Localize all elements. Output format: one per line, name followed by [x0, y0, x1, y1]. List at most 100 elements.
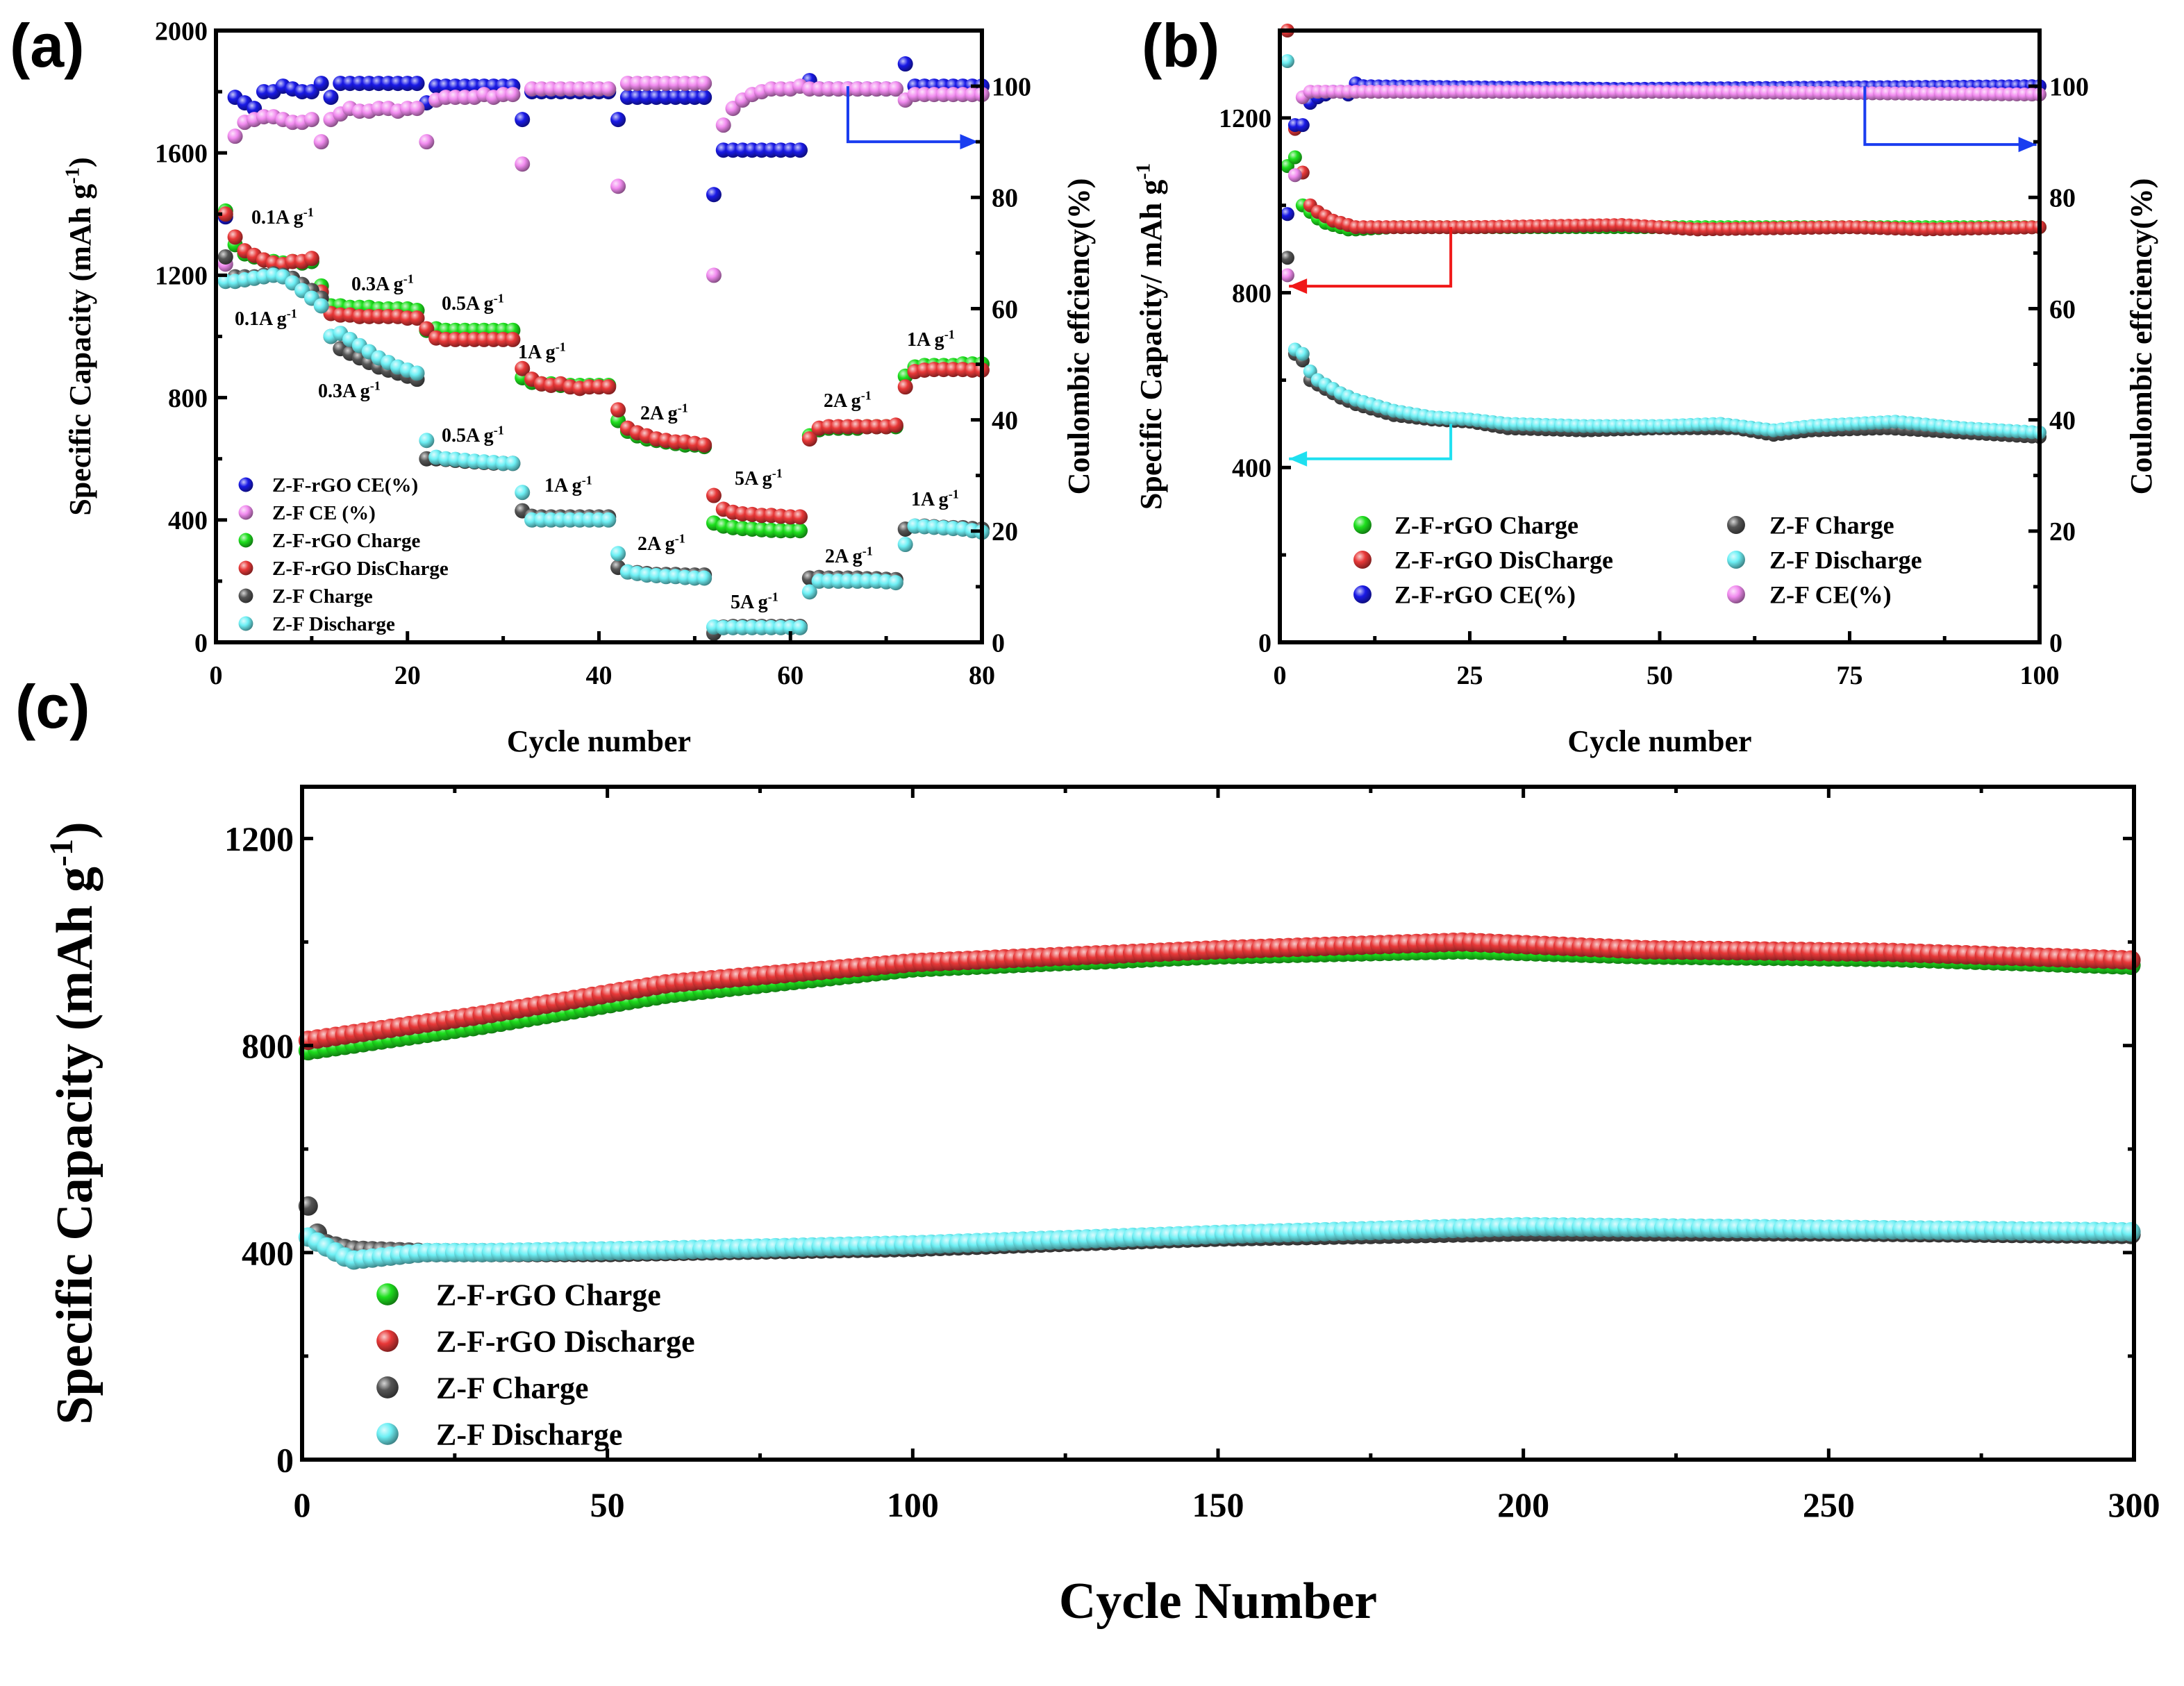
data-point: [303, 112, 319, 128]
y-axis-title: Specific Capacity (mAh g-1): [43, 821, 103, 1424]
y-tick-label: 0: [1258, 628, 1272, 658]
y-tick-label: 1200: [224, 819, 294, 858]
data-point: [601, 81, 617, 97]
y2-tick-label: 60: [992, 295, 1018, 324]
data-point: [897, 56, 913, 72]
data-point: [715, 117, 731, 133]
legend: Z-F-rGO CE(%) Z-F CE (%) Z-F-rGO Charge Z-F…: [238, 474, 449, 635]
rate-annotation: 0.3A g-1: [318, 378, 381, 402]
y-axis-title: Specific Capacity (mAh g-1): [62, 157, 97, 515]
legend-label: Z-F Discharge: [436, 1417, 622, 1451]
legend-item: Z-F CE (%): [238, 502, 376, 524]
data-point: [706, 487, 722, 503]
legend-marker-icon: [1353, 585, 1372, 603]
data-point: [505, 331, 521, 347]
x-tick-label: 0: [1274, 661, 1287, 690]
legend-marker-icon: [1727, 551, 1745, 569]
rate-annotation: 0.3A g-1: [351, 272, 414, 295]
series-z-f-discharge: [298, 1217, 2141, 1270]
legend-item: Z-F Charge: [1727, 512, 1894, 540]
legend: Z-F-rGO Charge Z-F-rGO Discharge Z-F Charg…: [376, 1278, 695, 1451]
x-tick-label: 0: [294, 1485, 311, 1524]
y-tick-label: 1200: [1219, 104, 1272, 133]
data-point: [2121, 1221, 2141, 1242]
y-tick-label: 1200: [155, 262, 208, 291]
series-z-f-discharge: [1280, 54, 2047, 440]
axis-arrow: [1289, 424, 1453, 460]
legend-label: Z-F-rGO DisCharge: [272, 558, 449, 580]
data-point: [697, 437, 712, 453]
y-axis-title: Specific Capacity/ mAh g-1: [1133, 163, 1168, 510]
legend-label: Z-F-rGO CE(%): [272, 474, 418, 496]
y2-tick-label: 80: [2049, 184, 2076, 213]
y-tick-label: 1600: [155, 140, 208, 169]
y-tick-label: 400: [242, 1233, 294, 1272]
y2-tick-label: 100: [2049, 72, 2089, 101]
legend-item: Z-F-rGO CE(%): [238, 474, 418, 496]
legend-item: Z-F Charge: [376, 1371, 589, 1405]
data-point: [887, 417, 903, 433]
legend-marker-icon: [376, 1376, 399, 1399]
data-point: [419, 321, 435, 337]
y2-tick-label: 60: [2049, 295, 2076, 324]
y2-tick-label: 20: [992, 517, 1018, 546]
legend-marker-icon: [238, 560, 253, 576]
x-tick-label: 300: [2108, 1485, 2160, 1524]
x-tick-label: 200: [1497, 1485, 1549, 1524]
data-point: [897, 537, 913, 553]
legend-label: Z-F-rGO CE(%): [1394, 581, 1576, 609]
axis-arrow: [846, 86, 978, 144]
rate-annotation: 0.1A g-1: [251, 205, 314, 228]
y2-tick-label: 40: [992, 406, 1018, 435]
chart-panel-b: 0 25 50 75 100 0 400 800 1200 0 20 40 60 80 100 Cycle n…: [1133, 24, 2158, 758]
y-tick-label: 400: [1232, 454, 1272, 483]
legend-label: Z-F CE (%): [272, 502, 376, 524]
rate-annotation: 0.5A g-1: [442, 291, 504, 315]
rate-annotation: 2A g-1: [824, 388, 872, 412]
y-tick-label: 0: [194, 628, 208, 658]
y-tick-label: 0: [276, 1441, 294, 1480]
x-tick-label: 150: [1192, 1485, 1244, 1524]
x-tick-label: 50: [1647, 661, 1673, 690]
data-point: [217, 249, 233, 265]
data-point: [419, 433, 435, 449]
legend-label: Z-F-rGO Charge: [436, 1278, 661, 1312]
y2-tick-label: 0: [2049, 628, 2062, 658]
legend-item: Z-F-rGO Charge: [238, 530, 421, 552]
legend-marker-icon: [1727, 585, 1745, 603]
data-point: [1280, 251, 1294, 265]
arrow-head-icon: [960, 134, 978, 150]
rate-annotation: 1A g-1: [544, 473, 592, 496]
data-point: [1280, 207, 1294, 222]
y2-tick-label: 100: [992, 72, 1031, 101]
axis-arrow: [1289, 227, 1453, 288]
legend-marker-icon: [376, 1330, 399, 1352]
y2-axis-title: Coulombic effciency(%): [1062, 178, 1096, 495]
rate-annotation: 0.5A g-1: [442, 423, 504, 446]
legend-label: Z-F-rGO Discharge: [436, 1324, 695, 1358]
y-tick-label: 800: [168, 384, 208, 413]
panel-label-c: (c): [15, 672, 90, 741]
rate-annotation: 1A g-1: [907, 327, 955, 351]
data-point: [610, 178, 626, 194]
data-point: [1287, 168, 1302, 183]
panel-label-a: (a): [10, 11, 85, 80]
legend-label: Z-F CE(%): [1769, 581, 1892, 609]
legend-marker-icon: [238, 588, 253, 603]
x-axis-title: Cycle Number: [1059, 1573, 1377, 1630]
data-point: [887, 81, 903, 97]
data-point: [313, 298, 329, 314]
legend-marker-icon: [238, 477, 253, 492]
legend-marker-icon: [238, 616, 253, 631]
legend-item: Z-F-rGO Charge: [1353, 512, 1578, 540]
data-point: [610, 402, 626, 418]
data-point: [409, 101, 425, 117]
x-tick-label: 100: [887, 1485, 939, 1524]
legend-marker-icon: [1353, 516, 1372, 534]
data-point: [419, 134, 435, 150]
arrow-head-icon: [2018, 137, 2037, 153]
data-point: [409, 310, 425, 326]
data-point: [792, 523, 808, 539]
y-tick-label: 800: [242, 1026, 294, 1065]
